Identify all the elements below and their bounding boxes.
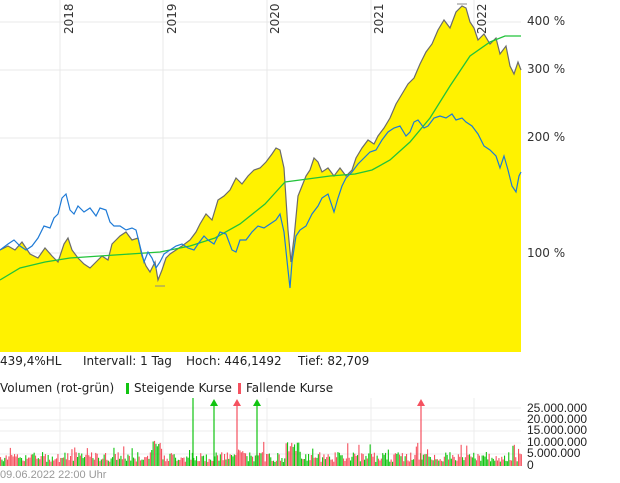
vol-tick-25m: 25.000.000	[527, 401, 588, 415]
vol-tick-20m: 20.000.000	[527, 412, 588, 426]
low-label: Tief: 82,709	[298, 354, 370, 368]
price-chart	[0, 0, 522, 352]
price-area	[0, 6, 521, 352]
moving-average-line	[0, 35, 521, 281]
falling-swatch-icon	[238, 382, 241, 394]
rising-swatch-icon	[126, 382, 129, 394]
x-tick-2022: 2022	[475, 3, 489, 34]
interval-label: Intervall: 1 Tag	[83, 354, 172, 368]
x-tick-2020: 2020	[268, 3, 282, 34]
volume-chart	[0, 398, 522, 466]
vol-tick-10m: 10.000.000	[527, 435, 588, 449]
vol-tick-0: 0	[527, 458, 534, 472]
performance-label: 439,4%HL	[0, 354, 62, 368]
y-tick-400: 400 %	[527, 14, 566, 28]
price-line	[0, 5, 522, 283]
y-tick-200: 200 %	[527, 130, 566, 144]
x-tick-2018: 2018	[62, 3, 76, 34]
legend-rising: Steigende Kurse	[126, 381, 232, 395]
legend-falling: Fallende Kurse	[238, 381, 333, 395]
x-tick-2019: 2019	[165, 3, 179, 34]
high-label: Hoch: 446,1492	[186, 354, 282, 368]
vol-tick-15m: 15.000.000	[527, 423, 588, 437]
volume-spikes	[192, 398, 425, 466]
volume-legend-title: Volumen (rot-grün)	[0, 381, 115, 395]
y-tick-300: 300 %	[527, 62, 566, 76]
volume-bars	[0, 440, 522, 466]
compare-line	[0, 113, 522, 289]
x-tick-2021: 2021	[372, 3, 386, 34]
timestamp: 09.06.2022 22:00 Uhr	[0, 469, 107, 481]
vol-tick-5m: 5.000.000	[527, 446, 581, 460]
y-tick-100: 100 %	[527, 246, 566, 260]
